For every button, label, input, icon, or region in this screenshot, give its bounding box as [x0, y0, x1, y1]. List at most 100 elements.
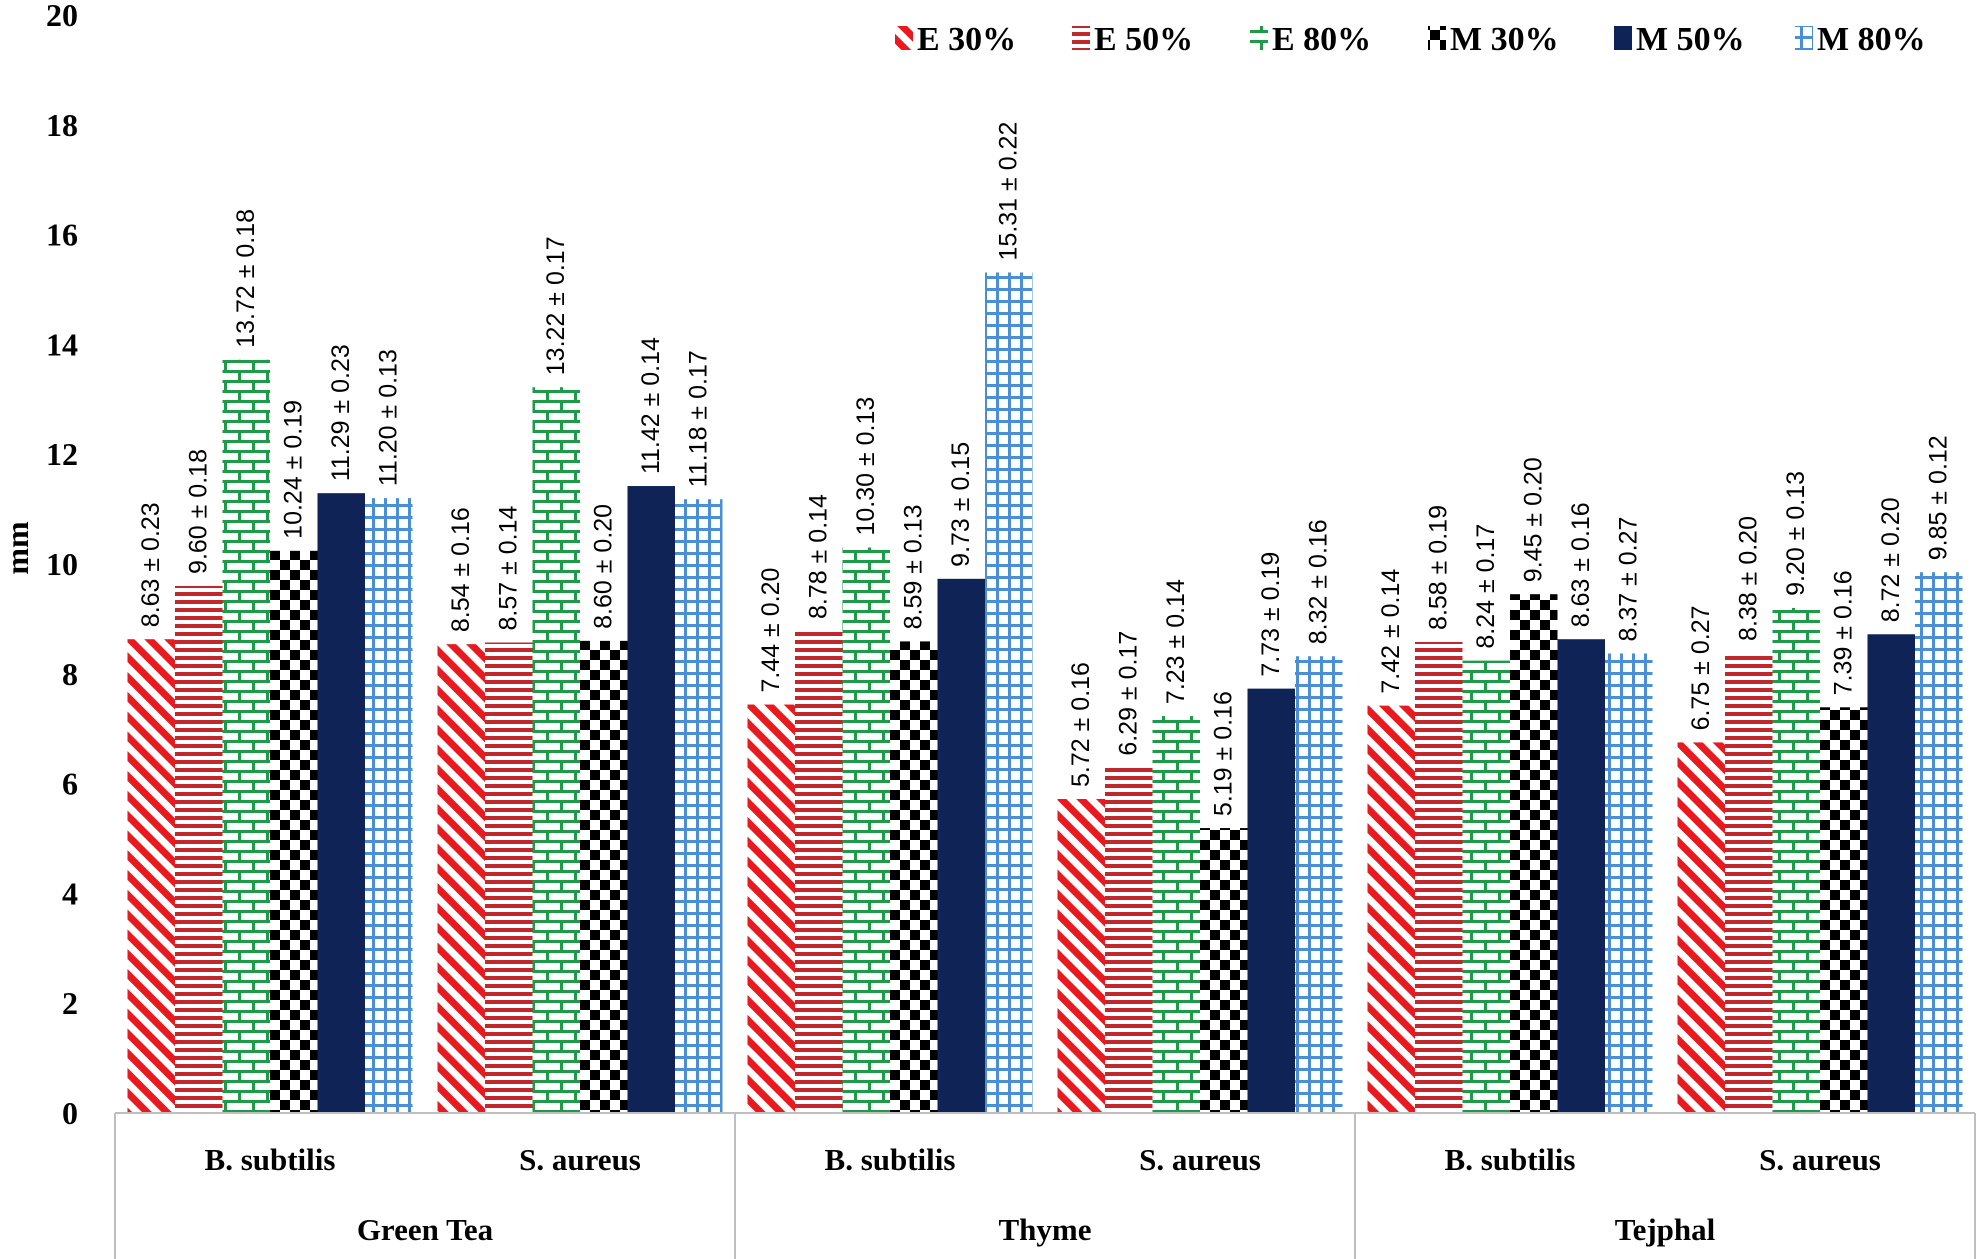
bar: [437, 644, 485, 1113]
bar: [1725, 652, 1773, 1113]
data-label: 7.44 ± 0.20: [757, 568, 785, 693]
data-label: 8.60 ± 0.20: [590, 504, 618, 629]
legend-swatch: [1072, 26, 1090, 50]
bar: [175, 585, 223, 1113]
bar: [1867, 634, 1915, 1113]
data-label: 8.58 ± 0.19: [1425, 505, 1453, 630]
y-axis-label: mm: [0, 521, 35, 575]
category-label: B. subtilis: [205, 1142, 336, 1177]
data-label: 7.39 ± 0.16: [1830, 570, 1858, 695]
legend-swatch: [1795, 26, 1813, 50]
group-label: Thyme: [999, 1212, 1092, 1247]
bar: [1247, 688, 1295, 1113]
category-label: S. aureus: [1139, 1142, 1261, 1177]
bar: [1557, 639, 1605, 1113]
bar: [1605, 653, 1653, 1113]
bar: [1915, 572, 1963, 1113]
bar: [627, 486, 675, 1113]
legend-swatch: [895, 26, 913, 50]
bar: [1105, 767, 1153, 1113]
data-label: 8.24 ± 0.17: [1472, 524, 1500, 649]
data-label: 15.31 ± 0.22: [995, 122, 1023, 261]
data-label: 11.29 ± 0.23: [327, 344, 355, 481]
data-label: 8.78 ± 0.14: [805, 494, 833, 619]
y-tick-label: 10: [46, 546, 78, 582]
data-label: 8.38 ± 0.20: [1735, 516, 1763, 641]
data-label: 6.29 ± 0.17: [1115, 631, 1143, 756]
bar: [1772, 607, 1820, 1113]
data-label: 10.24 ± 0.19: [280, 400, 308, 539]
y-tick-label: 4: [62, 875, 78, 911]
bar: [1415, 641, 1463, 1113]
bar: [985, 272, 1033, 1114]
data-label: 5.19 ± 0.16: [1210, 691, 1238, 816]
legend-label: E 80%: [1272, 21, 1371, 58]
legend-label: E 30%: [917, 21, 1016, 58]
data-label: 13.22 ± 0.17: [542, 236, 570, 375]
group-label: Green Tea: [357, 1212, 494, 1247]
bar: [890, 641, 938, 1113]
y-tick-label: 6: [62, 766, 78, 802]
bar: [795, 630, 843, 1113]
legend: E 30% E 50% E 80% M 30% M 50% M 80%: [895, 21, 1926, 58]
x-axis: Green Tea B. subtilis S. aureus Thyme B. sub…: [114, 1112, 1976, 1259]
bar: [842, 547, 890, 1113]
data-label: 11.42 ± 0.14: [637, 337, 665, 474]
data-label: 9.85 ± 0.12: [1925, 435, 1953, 560]
data-label: 8.63 ± 0.16: [1567, 502, 1595, 627]
data-label: 11.20 ± 0.13: [375, 349, 403, 486]
bar: [937, 578, 985, 1113]
data-label: 8.72 ± 0.20: [1877, 497, 1905, 622]
data-label: 11.18 ± 0.17: [685, 350, 713, 487]
data-label: 13.72 ± 0.18: [232, 209, 260, 348]
bar: [1367, 705, 1415, 1113]
bar: [1200, 828, 1248, 1113]
y-tick-label: 14: [46, 326, 78, 362]
bar: [747, 704, 795, 1113]
y-tick-label: 16: [46, 217, 78, 253]
legend-swatch: [1428, 26, 1446, 50]
category-label: B. subtilis: [825, 1142, 956, 1177]
legend-label: M 80%: [1817, 21, 1926, 58]
category-label: S. aureus: [1759, 1142, 1881, 1177]
data-label: 5.72 ± 0.16: [1067, 662, 1095, 787]
y-tick-label: 8: [62, 656, 78, 692]
legend-label: E 50%: [1094, 21, 1193, 58]
bar: [222, 359, 270, 1114]
y-axis: 0 2 4 6 8 10 12 14 16 18 20: [46, 0, 78, 1131]
category-label: B. subtilis: [1445, 1142, 1576, 1177]
legend-label: M 50%: [1636, 21, 1745, 58]
y-tick-label: 12: [46, 436, 78, 472]
legend-swatch: [1250, 26, 1268, 50]
bar: [580, 640, 628, 1113]
bar: [485, 642, 533, 1113]
data-label: 8.54 ± 0.16: [447, 507, 475, 632]
y-tick-label: 0: [62, 1095, 78, 1131]
data-label: 8.59 ± 0.13: [900, 504, 928, 629]
bar: [127, 639, 175, 1113]
bar: [675, 499, 723, 1113]
bars: [127, 272, 1963, 1114]
data-label: 7.23 ± 0.14: [1162, 579, 1190, 704]
y-tick-label: 18: [46, 107, 78, 143]
data-labels: 8.63 ± 0.23 8.54 ± 0.16 7.44 ± 0.20 5.72 ± …: [137, 122, 1953, 816]
data-label: 8.32 ± 0.16: [1305, 519, 1333, 644]
bar: [317, 493, 365, 1114]
bar: [1677, 742, 1725, 1113]
bar: [1510, 594, 1558, 1113]
data-label: 7.42 ± 0.14: [1377, 569, 1405, 694]
data-label: 9.60 ± 0.18: [185, 449, 213, 574]
y-tick-label: 2: [62, 985, 78, 1021]
data-label: 9.45 ± 0.20: [1520, 457, 1548, 582]
bar: [1295, 656, 1343, 1113]
data-label: 7.73 ± 0.19: [1257, 552, 1285, 677]
bar: [270, 550, 318, 1113]
legend-label: M 30%: [1450, 21, 1559, 58]
data-label: 9.20 ± 0.13: [1782, 471, 1810, 596]
bar: [1820, 707, 1868, 1113]
data-label: 9.73 ± 0.15: [947, 442, 975, 567]
data-label: 8.63 ± 0.23: [137, 502, 165, 627]
data-label: 6.75 ± 0.27: [1687, 605, 1715, 730]
bar: [1462, 660, 1510, 1113]
